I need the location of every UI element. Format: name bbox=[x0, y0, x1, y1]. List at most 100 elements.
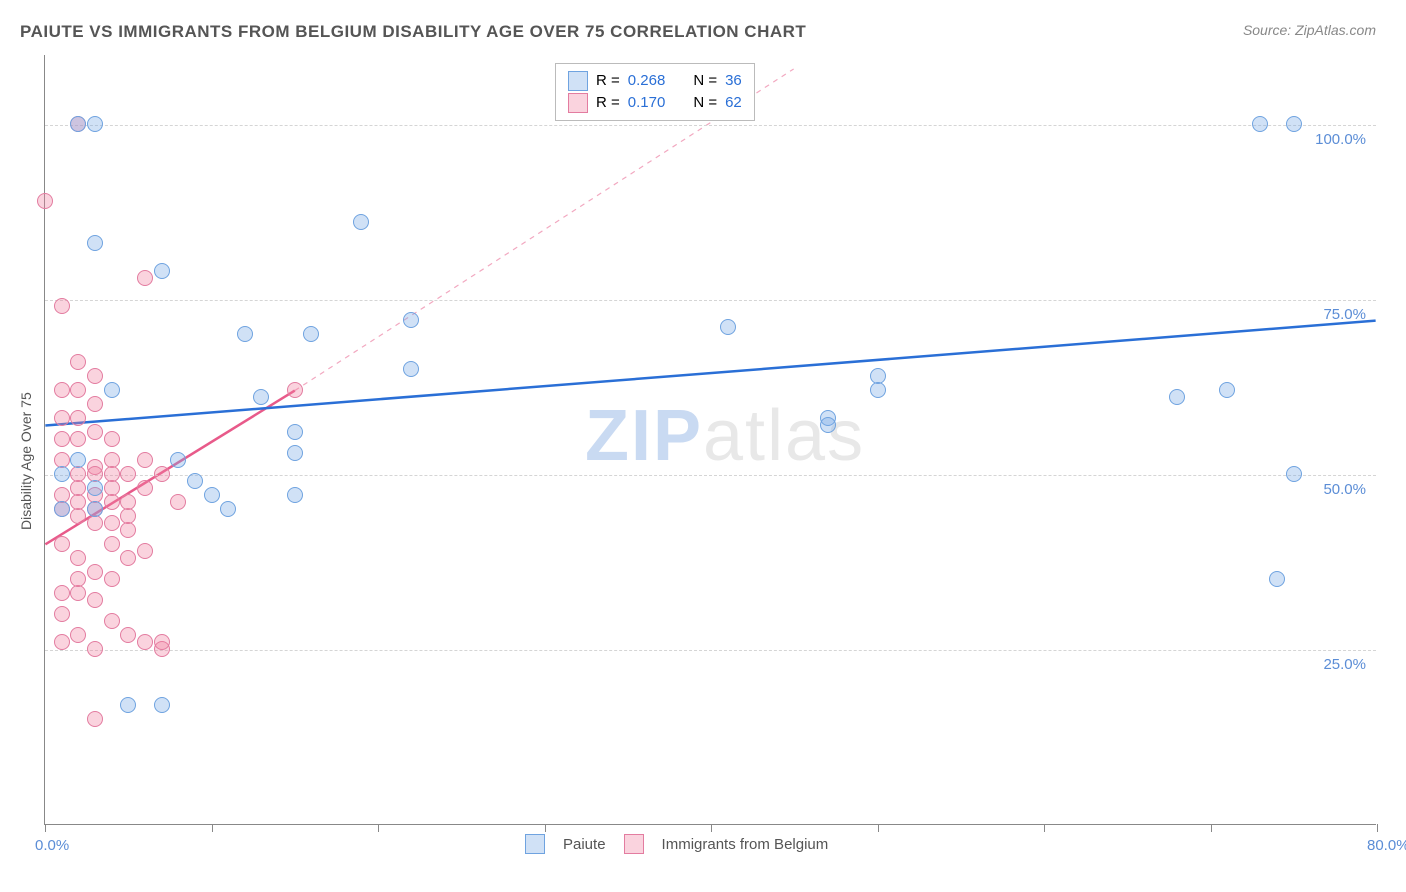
data-point-belgium bbox=[154, 634, 170, 650]
r-label: R = bbox=[596, 70, 620, 92]
data-point-paiute bbox=[287, 424, 303, 440]
data-point-paiute bbox=[154, 263, 170, 279]
data-point-paiute bbox=[253, 389, 269, 405]
data-point-belgium bbox=[87, 424, 103, 440]
legend-stats: R = 0.268 N = 36 R = 0.170 N = 62 bbox=[555, 63, 755, 121]
data-point-belgium bbox=[70, 382, 86, 398]
swatch-paiute-bot bbox=[525, 834, 545, 854]
data-point-paiute bbox=[170, 452, 186, 468]
data-point-belgium bbox=[104, 536, 120, 552]
data-point-paiute bbox=[1286, 116, 1302, 132]
plot-area: ZIPatlas R = 0.268 N = 36 R = 0.170 N = … bbox=[44, 55, 1376, 825]
legend-label-paiute: Paiute bbox=[563, 836, 606, 853]
data-point-belgium bbox=[54, 431, 70, 447]
data-point-belgium bbox=[154, 466, 170, 482]
data-point-belgium bbox=[54, 634, 70, 650]
data-point-paiute bbox=[1219, 382, 1235, 398]
data-point-belgium bbox=[37, 193, 53, 209]
data-point-belgium bbox=[70, 354, 86, 370]
data-point-paiute bbox=[1286, 466, 1302, 482]
data-point-paiute bbox=[1169, 389, 1185, 405]
data-point-belgium bbox=[104, 466, 120, 482]
data-point-belgium bbox=[104, 494, 120, 510]
data-point-belgium bbox=[54, 536, 70, 552]
data-point-belgium bbox=[70, 494, 86, 510]
data-point-belgium bbox=[137, 634, 153, 650]
y-tick-label: 25.0% bbox=[1323, 656, 1366, 673]
data-point-belgium bbox=[120, 508, 136, 524]
data-point-belgium bbox=[54, 606, 70, 622]
data-point-belgium bbox=[104, 613, 120, 629]
x-tick bbox=[545, 824, 546, 832]
y-axis-title: Disability Age Over 75 bbox=[18, 392, 34, 530]
x-tick bbox=[45, 824, 46, 832]
data-point-belgium bbox=[70, 508, 86, 524]
x-tick-label: 0.0% bbox=[35, 837, 69, 854]
data-point-belgium bbox=[87, 711, 103, 727]
swatch-paiute bbox=[568, 71, 588, 91]
data-point-belgium bbox=[170, 494, 186, 510]
data-point-belgium bbox=[70, 466, 86, 482]
data-point-belgium bbox=[87, 396, 103, 412]
grid-line-h bbox=[45, 475, 1376, 476]
r-value-belgium: 0.170 bbox=[628, 92, 666, 114]
data-point-paiute bbox=[70, 452, 86, 468]
watermark-zip: ZIP bbox=[585, 396, 703, 476]
n-value-paiute: 36 bbox=[725, 70, 742, 92]
data-point-paiute bbox=[237, 326, 253, 342]
data-point-belgium bbox=[54, 585, 70, 601]
data-point-belgium bbox=[87, 368, 103, 384]
data-point-paiute bbox=[287, 445, 303, 461]
data-point-belgium bbox=[104, 515, 120, 531]
data-point-belgium bbox=[87, 641, 103, 657]
data-point-paiute bbox=[54, 466, 70, 482]
data-point-paiute bbox=[120, 697, 136, 713]
data-point-paiute bbox=[303, 326, 319, 342]
n-label: N = bbox=[693, 70, 717, 92]
legend-label-belgium: Immigrants from Belgium bbox=[662, 836, 829, 853]
data-point-belgium bbox=[120, 627, 136, 643]
swatch-belgium-bot bbox=[624, 834, 644, 854]
r-label-2: R = bbox=[596, 92, 620, 114]
x-tick bbox=[878, 824, 879, 832]
data-point-belgium bbox=[137, 452, 153, 468]
watermark: ZIPatlas bbox=[585, 395, 865, 477]
data-point-belgium bbox=[70, 431, 86, 447]
data-point-belgium bbox=[120, 550, 136, 566]
data-point-paiute bbox=[353, 214, 369, 230]
n-value-belgium: 62 bbox=[725, 92, 742, 114]
x-tick bbox=[212, 824, 213, 832]
data-point-belgium bbox=[120, 522, 136, 538]
data-point-belgium bbox=[70, 550, 86, 566]
data-point-paiute bbox=[220, 501, 236, 517]
x-tick bbox=[711, 824, 712, 832]
data-point-belgium bbox=[287, 382, 303, 398]
data-point-belgium bbox=[120, 466, 136, 482]
data-point-paiute bbox=[87, 116, 103, 132]
data-point-belgium bbox=[54, 382, 70, 398]
legend-bottom: Paiute Immigrants from Belgium bbox=[525, 834, 828, 854]
grid-line-h bbox=[45, 125, 1376, 126]
data-point-paiute bbox=[87, 235, 103, 251]
data-point-paiute bbox=[70, 116, 86, 132]
data-point-belgium bbox=[87, 592, 103, 608]
data-point-paiute bbox=[820, 417, 836, 433]
y-tick-label: 100.0% bbox=[1315, 131, 1366, 148]
data-point-paiute bbox=[870, 382, 886, 398]
data-point-belgium bbox=[70, 410, 86, 426]
n-label-2: N = bbox=[693, 92, 717, 114]
chart-title: PAIUTE VS IMMIGRANTS FROM BELGIUM DISABI… bbox=[20, 22, 806, 42]
data-point-paiute bbox=[87, 480, 103, 496]
data-point-belgium bbox=[104, 571, 120, 587]
data-point-paiute bbox=[87, 501, 103, 517]
data-point-paiute bbox=[287, 487, 303, 503]
data-point-paiute bbox=[403, 361, 419, 377]
data-point-paiute bbox=[720, 319, 736, 335]
data-point-belgium bbox=[137, 480, 153, 496]
chart-container: PAIUTE VS IMMIGRANTS FROM BELGIUM DISABI… bbox=[0, 0, 1406, 892]
x-tick bbox=[1211, 824, 1212, 832]
x-tick bbox=[1377, 824, 1378, 832]
legend-row-paiute: R = 0.268 N = 36 bbox=[568, 70, 742, 92]
x-tick bbox=[1044, 824, 1045, 832]
data-point-belgium bbox=[87, 515, 103, 531]
